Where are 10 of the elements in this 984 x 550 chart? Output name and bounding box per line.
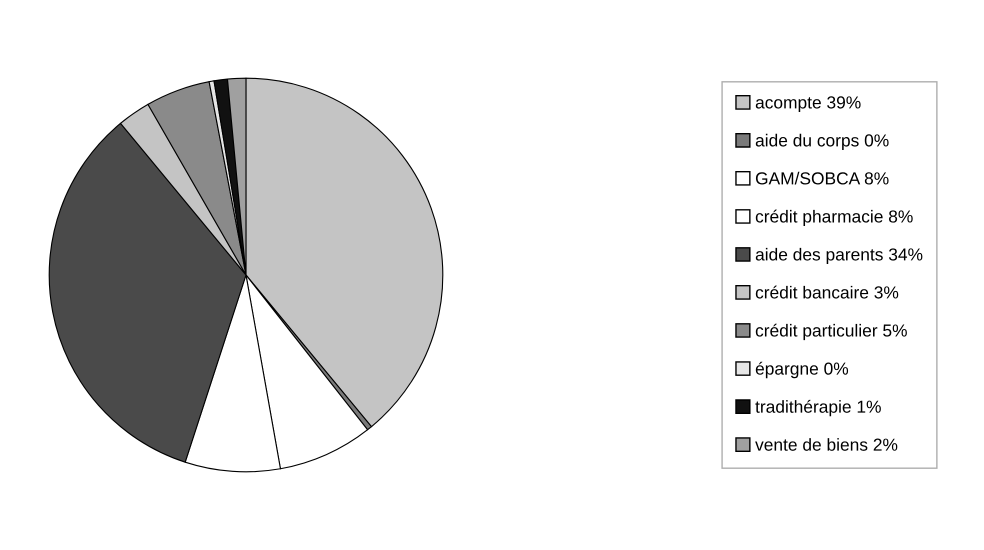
legend-label: crédit bancaire 3% (756, 286, 898, 299)
legend-label: aide du corps 0% (756, 134, 889, 150)
legend-label: crédit particulier 5% (756, 324, 907, 340)
legend-label: GAM/SOBCA 8% (756, 172, 889, 185)
legend-label: acompte 39% (756, 96, 861, 112)
legend-label: vente de biens 2% (755, 438, 898, 451)
legend-label: tradithérapie 1% (755, 400, 881, 416)
legend-label: épargne 0% (756, 362, 848, 378)
legend-label: crédit pharmacie 8% (756, 210, 913, 226)
legend-label: aide des parents 34% (756, 248, 922, 264)
